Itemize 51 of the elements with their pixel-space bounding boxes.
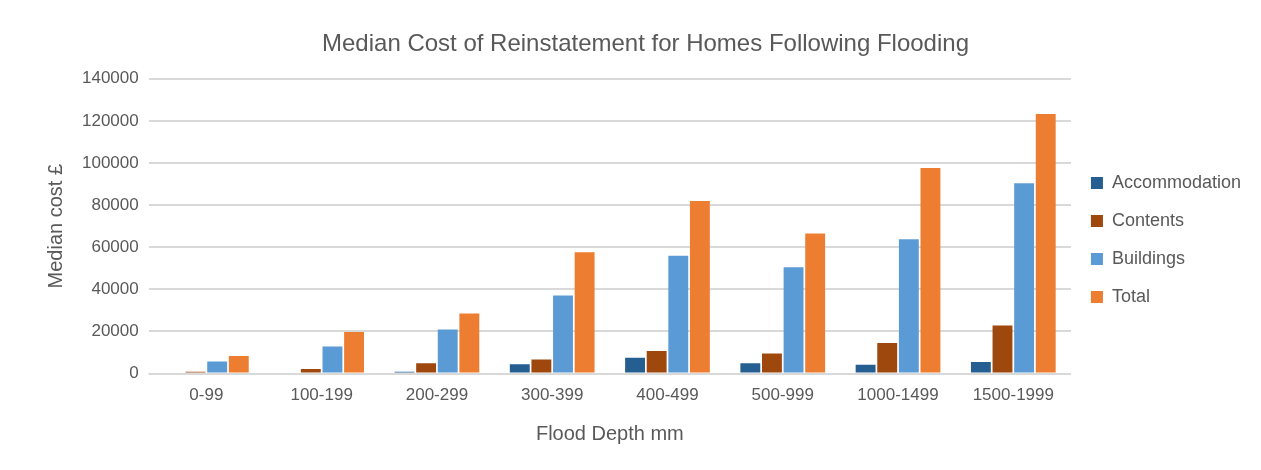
bar <box>531 359 552 373</box>
bar <box>459 313 480 373</box>
bar <box>805 233 826 373</box>
x-tick-label: 400-499 <box>636 385 699 405</box>
bar <box>553 295 573 373</box>
y-tick-label: 0 <box>129 363 139 383</box>
bar <box>970 362 991 373</box>
y-tick-label: 60000 <box>91 236 139 256</box>
bar <box>920 168 941 373</box>
bar <box>344 331 365 373</box>
y-tick-label: 120000 <box>81 110 139 130</box>
bar <box>783 267 804 373</box>
x-tick-label: 200-299 <box>405 385 469 405</box>
x-tick-label: 0-99 <box>189 385 224 405</box>
x-tick-label: 300-399 <box>521 385 584 405</box>
bar <box>1014 183 1035 373</box>
y-axis-title: Median cost £ <box>43 163 66 289</box>
bar <box>762 353 782 373</box>
bar <box>992 325 1013 373</box>
bar <box>855 364 876 373</box>
bar <box>898 239 919 373</box>
bar <box>207 361 228 373</box>
y-tick-label: 80000 <box>91 194 139 214</box>
bar <box>509 364 530 373</box>
bar <box>228 355 249 373</box>
legend-label: Buildings <box>1111 247 1185 268</box>
y-tick-label: 20000 <box>91 321 139 341</box>
x-tick-label: 500-999 <box>751 385 814 405</box>
bar <box>574 252 595 373</box>
y-tick-label: 140000 <box>81 68 139 88</box>
y-tick-label: 40000 <box>91 279 139 299</box>
legend-label: Total <box>1111 285 1150 306</box>
y-tick-label: 100000 <box>81 152 139 172</box>
x-axis-title: Flood Depth mm <box>535 421 684 444</box>
bar <box>646 351 667 373</box>
bar <box>625 357 645 373</box>
legend-label: Contents <box>1111 209 1184 230</box>
x-tick-label: 1000-1499 <box>857 385 939 405</box>
bar <box>300 368 321 373</box>
chart-title: Median Cost of Reinstatement for Homes Following Flooding <box>322 29 969 57</box>
bar <box>437 329 458 373</box>
bar <box>877 343 898 373</box>
bar <box>322 346 343 373</box>
legend-label: Accommodation <box>1111 171 1241 192</box>
x-tick-label: 100-199 <box>290 385 353 405</box>
bar <box>740 363 761 373</box>
bar <box>689 200 710 373</box>
bar <box>668 255 689 373</box>
x-tick-label: 1500-1999 <box>972 385 1054 405</box>
bar <box>416 363 437 373</box>
bar <box>1035 113 1056 373</box>
